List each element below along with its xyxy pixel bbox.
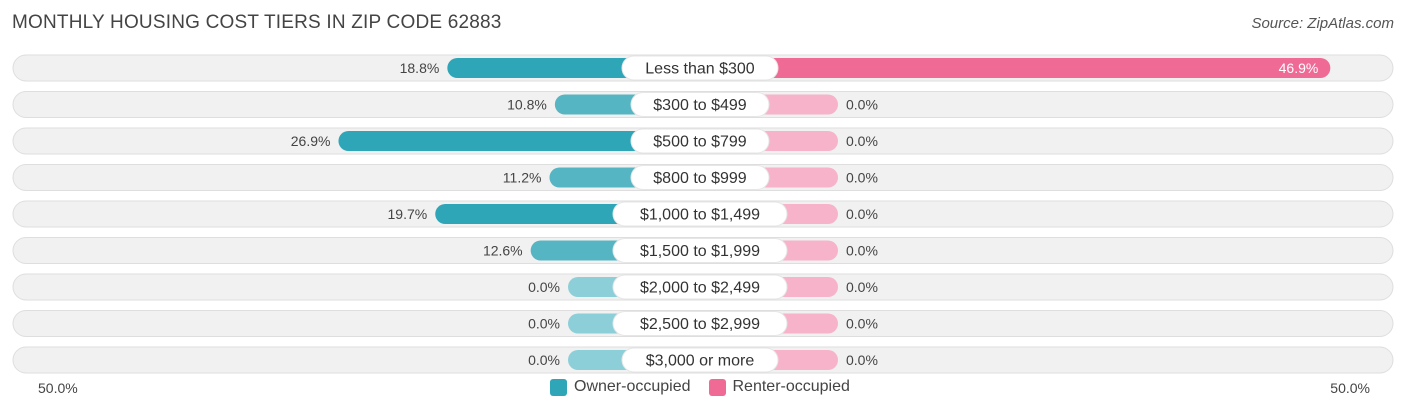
legend-label-owner: Owner-occupied (574, 378, 691, 395)
category-label: $500 to $799 (653, 134, 747, 151)
category-label: $2,000 to $2,499 (640, 280, 760, 297)
owner-value-label: 26.9% (291, 133, 331, 149)
category-label: $2,500 to $2,999 (640, 316, 760, 333)
renter-value-label: 46.9% (1279, 60, 1319, 76)
owner-value-label: 0.0% (528, 279, 560, 295)
renter-value-label: 0.0% (846, 316, 878, 332)
category-pill (630, 128, 770, 154)
renter-value-label: 0.0% (846, 352, 878, 368)
chart-title: MONTHLY HOUSING COST TIERS IN ZIP CODE 6… (12, 12, 502, 33)
renter-value-label: 0.0% (846, 170, 878, 186)
axis-right-label: 50.0% (1330, 380, 1370, 396)
owner-value-label: 0.0% (528, 316, 560, 332)
renter-value-label: 0.0% (846, 279, 878, 295)
category-pill (621, 347, 779, 373)
legend-swatch-renter (708, 378, 726, 396)
chart-source: Source: ZipAtlas.com (1251, 15, 1394, 32)
category-pill (612, 311, 788, 336)
legend-item-renter: Renter-occupied (708, 378, 850, 396)
category-pill (612, 238, 788, 263)
renter-value-label: 0.0% (846, 97, 878, 113)
axis-left-label: 50.0% (38, 380, 78, 396)
legend-label-renter: Renter-occupied (732, 378, 850, 395)
owner-value-label: 19.7% (388, 206, 428, 222)
renter-value-label: 0.0% (846, 243, 878, 259)
legend: Owner-occupied Renter-occupied (550, 378, 868, 396)
renter-value-label: 0.0% (846, 133, 878, 149)
owner-value-label: 0.0% (528, 352, 560, 368)
owner-value-label: 12.6% (483, 243, 523, 259)
category-label: $300 to $499 (653, 97, 747, 114)
category-label: $3,000 or more (646, 353, 755, 370)
category-label: $1,000 to $1,499 (640, 207, 760, 224)
owner-value-label: 10.8% (507, 97, 547, 113)
category-pill (612, 201, 788, 227)
category-pill (621, 55, 779, 81)
category-label: $800 to $999 (653, 170, 747, 187)
category-label: $1,500 to $1,999 (640, 243, 760, 260)
renter-bar (700, 58, 1331, 78)
category-pill (630, 92, 770, 117)
owner-value-label: 18.8% (400, 60, 440, 76)
category-label: Less than $300 (645, 61, 755, 78)
category-pill (630, 165, 770, 190)
renter-value-label: 0.0% (846, 206, 878, 222)
category-pill (612, 274, 788, 300)
owner-bar (338, 131, 700, 151)
legend-item-owner: Owner-occupied (550, 378, 691, 396)
owner-value-label: 11.2% (503, 170, 542, 186)
legend-swatch-owner (550, 378, 567, 396)
